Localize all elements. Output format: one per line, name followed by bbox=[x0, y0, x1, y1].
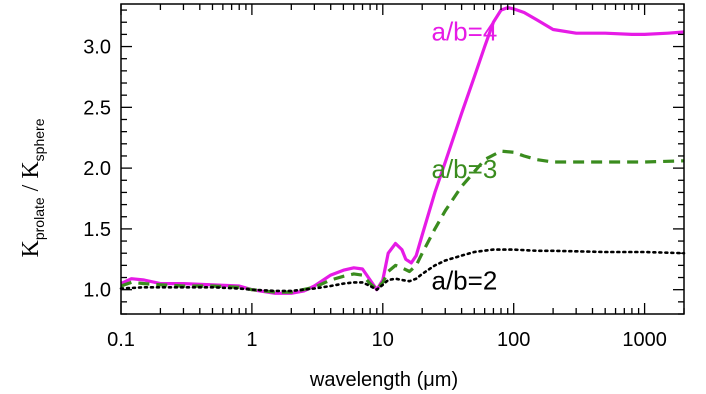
y-label-separator: / bbox=[18, 179, 44, 198]
x-tick-label: 0.1 bbox=[107, 329, 135, 351]
y-tick-label: 2.5 bbox=[83, 97, 111, 119]
x-tick-label: 100 bbox=[497, 329, 530, 351]
x-axis-label: wavelength (μm) bbox=[309, 369, 458, 391]
series-label-1: a/b=4 bbox=[432, 17, 498, 47]
series-line-2 bbox=[120, 149, 685, 294]
axes-frame bbox=[120, 3, 685, 315]
series-line-3 bbox=[119, 248, 686, 293]
y-label-denominator: K bbox=[18, 161, 44, 179]
series-label-3: a/b=2 bbox=[432, 266, 498, 296]
y-label-numerator-sub: prolate bbox=[31, 197, 47, 240]
y-axis-title: Kprolate / Ksphere bbox=[18, 118, 47, 257]
y-tick-label: 1.5 bbox=[83, 219, 111, 241]
y-label-numerator: K bbox=[18, 239, 44, 257]
y-axis-label: Kprolate / Ksphere bbox=[18, 118, 47, 257]
y-tick-label: 2.0 bbox=[83, 158, 111, 180]
series-label-2: a/b=3 bbox=[432, 154, 498, 184]
x-tick-label: 10 bbox=[372, 329, 394, 351]
plot-area: a/b=4 a/b=3 a/b=2 0.1 1 10 100 1000 1.0 1.5 2.0 2.5… bbox=[83, 3, 686, 351]
series-line-1 bbox=[120, 6, 685, 295]
y-tick-label: 1.0 bbox=[83, 280, 111, 302]
y-label-denominator-sub: sphere bbox=[31, 118, 47, 161]
x-tick-label: 1 bbox=[246, 329, 257, 351]
y-tick-label: 3.0 bbox=[83, 37, 111, 59]
x-tick-label: 1000 bbox=[622, 329, 667, 351]
